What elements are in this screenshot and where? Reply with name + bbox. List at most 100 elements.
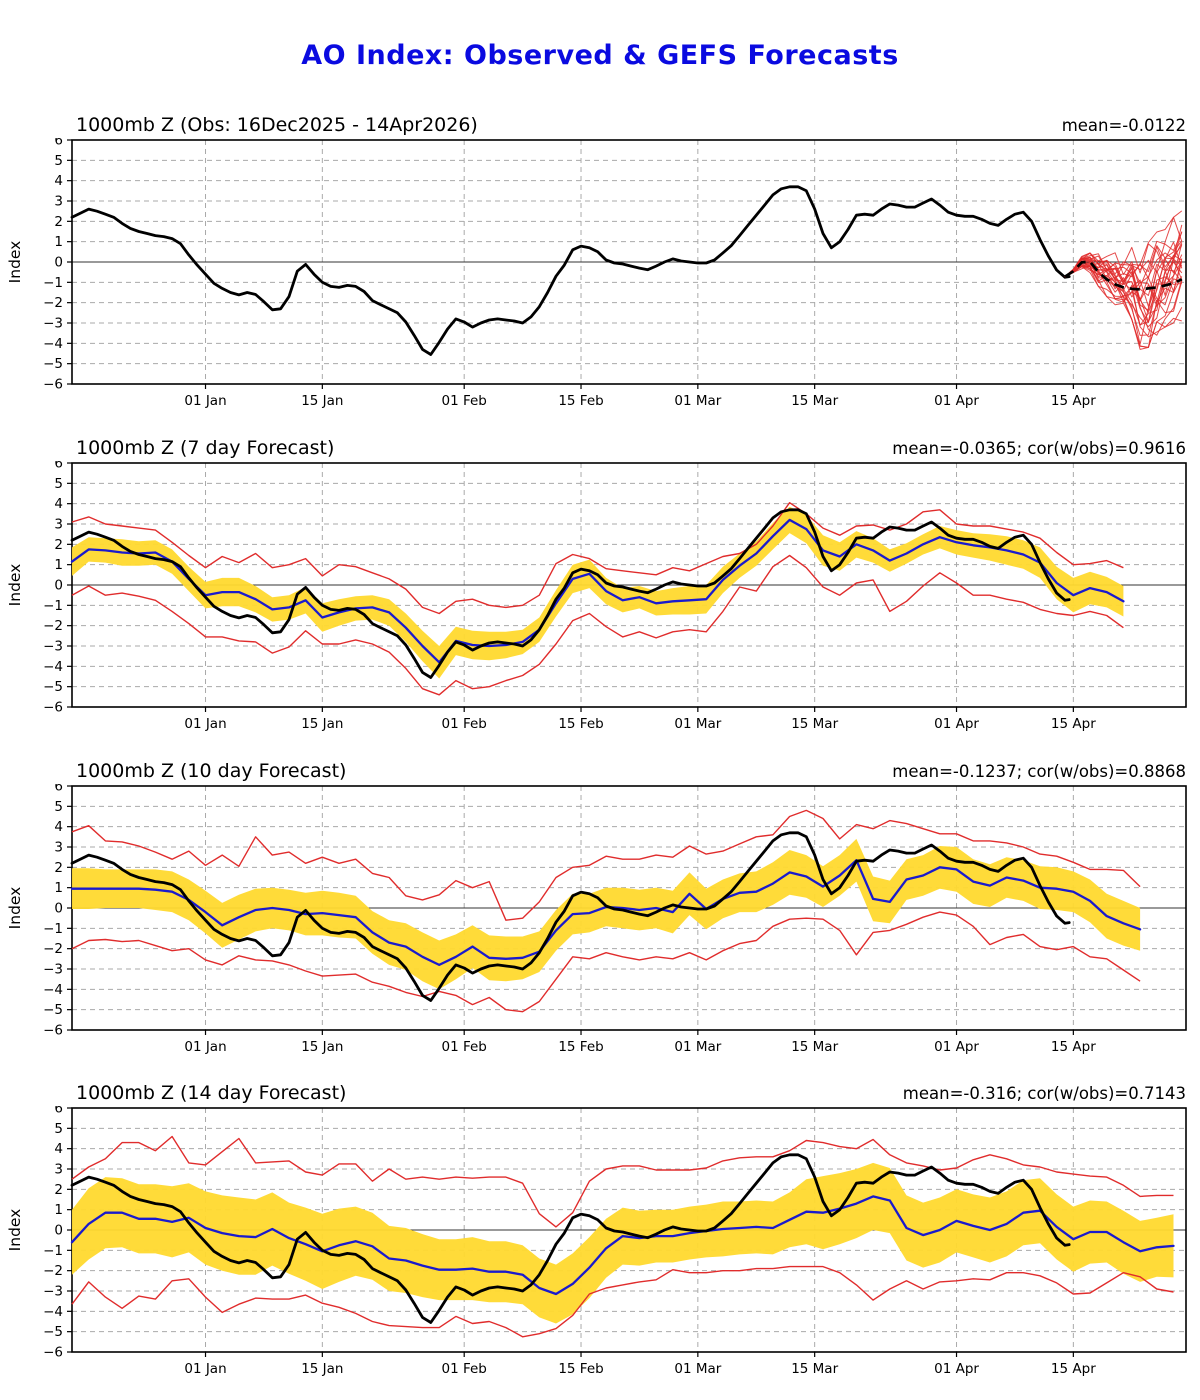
svg-text:−3: −3 [43,1284,63,1300]
svg-text:−6: −6 [43,700,63,716]
svg-text:0: 0 [54,901,63,917]
panel-forecast-7day-title: 1000mb Z (7 day Forecast) [76,437,335,459]
svg-text:15 Mar: 15 Mar [791,1039,838,1055]
plot-forecast-14day: 6 5 4 3 2 1 0 −1 −2 −3 −4 −5 −6 01 Jan 15 Jan 01 Feb 15 … [6,1106,1187,1377]
svg-text:0: 0 [54,1223,63,1239]
panel-forecast-7day-stats: mean=-0.0365; cor(w/obs)=0.9616 [892,439,1186,458]
panel-forecast-7day-header: 1000mb Z (7 day Forecast) mean=-0.0365; … [0,431,1200,461]
svg-text:1: 1 [54,880,63,896]
svg-text:−6: −6 [43,1345,63,1361]
svg-text:−1: −1 [43,275,63,291]
svg-text:−1: −1 [43,598,63,614]
panel-observed-title: 1000mb Z (Obs: 16Dec2025 - 14Apr2026) [76,114,478,136]
svg-text:3: 3 [54,1162,63,1178]
svg-text:01 Mar: 01 Mar [674,393,721,409]
svg-text:2: 2 [54,860,63,876]
svg-text:15 Feb: 15 Feb [558,393,603,409]
svg-text:01 Jan: 01 Jan [184,393,226,409]
svg-text:−4: −4 [43,659,63,675]
svg-text:−3: −3 [43,962,63,978]
svg-text:0: 0 [54,255,63,271]
svg-text:1: 1 [54,557,63,573]
svg-text:3: 3 [54,840,63,856]
svg-text:Index: Index [6,241,24,284]
svg-text:01 Jan: 01 Jan [184,1039,226,1055]
svg-text:−2: −2 [43,941,63,957]
svg-text:−2: −2 [43,618,63,634]
svg-text:15 Mar: 15 Mar [791,716,838,732]
svg-text:3: 3 [54,194,63,210]
page-title: AO Index: Observed & GEFS Forecasts [301,40,899,72]
svg-text:4: 4 [54,819,63,835]
svg-text:5: 5 [54,476,63,492]
svg-text:−3: −3 [43,316,63,332]
plot-observed: 6 5 4 3 2 1 0 −1 −2 −3 −4 −5 −6 01 Jan 15 Jan 01 Feb 15 … [6,138,1187,409]
svg-text:−4: −4 [43,982,63,998]
plot-forecast-7day: 6 5 4 3 2 1 0 −1 −2 −3 −4 −5 −6 01 Jan 15 Jan 01 Feb 15 … [6,461,1187,732]
panel-forecast-7day: 1000mb Z (7 day Forecast) mean=-0.0365; … [0,431,1200,739]
svg-text:−6: −6 [43,377,63,393]
svg-text:15 Apr: 15 Apr [1051,716,1096,732]
svg-text:2: 2 [54,214,63,230]
svg-text:4: 4 [54,1141,63,1157]
svg-text:2: 2 [54,537,63,553]
svg-text:5: 5 [54,799,63,815]
svg-text:15 Feb: 15 Feb [558,1039,603,1055]
panel-forecast-14day-stats: mean=-0.316; cor(w/obs)=0.7143 [902,1084,1186,1103]
svg-text:15 Jan: 15 Jan [301,1361,343,1377]
svg-text:01 Apr: 01 Apr [934,716,979,732]
svg-text:−6: −6 [43,1023,63,1039]
svg-text:15 Mar: 15 Mar [791,1361,838,1377]
svg-text:4: 4 [54,496,63,512]
svg-text:2: 2 [54,1182,63,1198]
svg-text:Index: Index [6,887,24,930]
svg-text:−4: −4 [43,1304,63,1320]
svg-text:01 Feb: 01 Feb [442,393,487,409]
panel-forecast-14day-header: 1000mb Z (14 day Forecast) mean=-0.316; … [0,1076,1200,1106]
svg-text:01 Apr: 01 Apr [934,393,979,409]
svg-text:−5: −5 [43,1324,63,1340]
panel-forecast-10day-header: 1000mb Z (10 day Forecast) mean=-0.1237;… [0,754,1200,784]
svg-text:01 Mar: 01 Mar [674,716,721,732]
svg-text:1: 1 [54,1202,63,1218]
panel-forecast-14day: 1000mb Z (14 day Forecast) mean=-0.316; … [0,1076,1200,1384]
svg-text:Index: Index [6,564,24,607]
panel-forecast-10day-stats: mean=-0.1237; cor(w/obs)=0.8868 [892,762,1186,781]
svg-text:6: 6 [54,138,63,149]
svg-text:−5: −5 [43,679,63,695]
svg-text:−2: −2 [43,1263,63,1279]
svg-text:01 Mar: 01 Mar [674,1361,721,1377]
svg-text:−1: −1 [43,1243,63,1259]
svg-text:01 Apr: 01 Apr [934,1039,979,1055]
svg-text:01 Mar: 01 Mar [674,1039,721,1055]
svg-text:5: 5 [54,1121,63,1137]
panel-observed-stats: mean=-0.0122 [1061,116,1186,135]
svg-text:5: 5 [54,153,63,169]
svg-text:0: 0 [54,578,63,594]
panel-forecast-10day: 1000mb Z (10 day Forecast) mean=-0.1237;… [0,754,1200,1062]
svg-text:−5: −5 [43,356,63,372]
panel-observed: 1000mb Z (Obs: 16Dec2025 - 14Apr2026) me… [0,108,1200,416]
svg-text:−2: −2 [43,295,63,311]
panel-forecast-10day-title: 1000mb Z (10 day Forecast) [76,760,347,782]
svg-text:15 Apr: 15 Apr [1051,1039,1096,1055]
svg-text:15 Apr: 15 Apr [1051,393,1096,409]
svg-text:−4: −4 [43,336,63,352]
svg-text:01 Feb: 01 Feb [442,1039,487,1055]
svg-text:−5: −5 [43,1002,63,1018]
svg-text:15 Jan: 15 Jan [301,716,343,732]
svg-text:15 Jan: 15 Jan [301,393,343,409]
svg-text:6: 6 [54,461,63,472]
svg-text:01 Feb: 01 Feb [442,716,487,732]
svg-text:−1: −1 [43,921,63,937]
svg-text:−3: −3 [43,639,63,655]
svg-text:15 Jan: 15 Jan [301,1039,343,1055]
svg-text:15 Feb: 15 Feb [558,716,603,732]
svg-text:15 Apr: 15 Apr [1051,1361,1096,1377]
svg-text:4: 4 [54,173,63,189]
svg-text:3: 3 [54,517,63,533]
svg-text:15 Mar: 15 Mar [791,393,838,409]
svg-text:Index: Index [6,1209,24,1252]
svg-text:6: 6 [54,1106,63,1117]
svg-text:1: 1 [54,234,63,250]
